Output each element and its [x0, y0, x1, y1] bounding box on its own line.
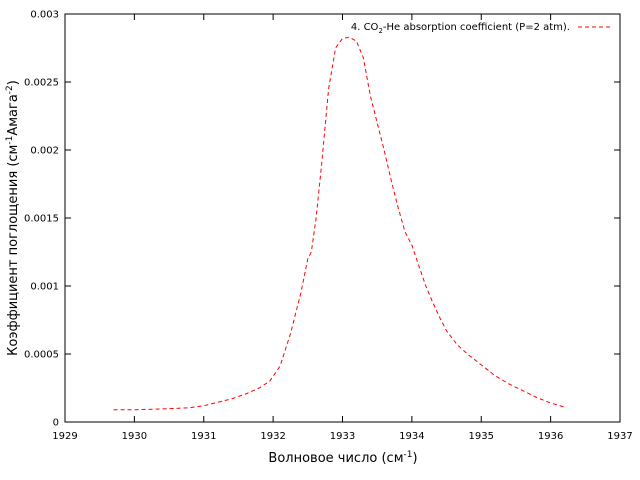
y-tick-label: 0.002: [30, 146, 59, 157]
x-tick-label: 1937: [607, 431, 632, 442]
y-axis-title-main: Коэффициент поглощения (см: [6, 145, 21, 356]
y-axis-title-sup2: -2: [5, 85, 15, 94]
x-tick-label: 1934: [399, 431, 424, 442]
legend-label-pre: 4. CO: [351, 22, 379, 33]
legend-label: 4. CO2-He absorption coefficient (P=2 at…: [351, 22, 570, 35]
x-axis-title-sup: -1: [404, 450, 413, 460]
y-axis-title-sup1: -1: [5, 136, 15, 145]
y-tick-label: 0: [53, 418, 59, 429]
series-layer: [113, 36, 565, 411]
legend-label-sub: 2: [378, 27, 382, 35]
x-tick-label: 1932: [260, 431, 285, 442]
x-tick-label: 1933: [330, 431, 355, 442]
x-tick-label: 1930: [122, 431, 147, 442]
y-tick-label: 0.0005: [24, 350, 59, 361]
x-axis-title-main: Волновое число (см: [268, 451, 403, 466]
x-axis-title-end: ): [412, 451, 417, 466]
y-tick-label: 0.001: [30, 282, 59, 293]
x-tick-label: 1931: [191, 431, 216, 442]
x-tick-label: 1929: [52, 431, 77, 442]
y-axis-title: Коэффициент поглощения (см-1Амага-2): [5, 80, 21, 356]
series-line: [113, 36, 565, 411]
x-tick-label: 1935: [469, 431, 494, 442]
y-axis-title-mid: Амага: [6, 94, 21, 135]
y-tick-label: 0.003: [30, 10, 59, 21]
y-tick-label: 0.0025: [24, 78, 59, 89]
x-axis-title: Волновое число (см-1): [268, 450, 417, 466]
legend: 4. CO2-He absorption coefficient (P=2 at…: [351, 22, 610, 35]
y-axis-title-end: ): [6, 80, 21, 85]
y-axis-ticks: 0 0.0005 0.001 0.0015 0.002 0.0025 0.003: [24, 10, 620, 429]
legend-label-post: -He absorption coefficient (P=2 atm).: [383, 22, 570, 33]
plot-frame: [64, 13, 621, 423]
x-tick-label: 1936: [538, 431, 563, 442]
y-tick-label: 0.0015: [24, 214, 59, 225]
x-axis-ticks: 1929 1930 1931 1932 1933 1934 1935 1936 1937: [52, 14, 633, 442]
